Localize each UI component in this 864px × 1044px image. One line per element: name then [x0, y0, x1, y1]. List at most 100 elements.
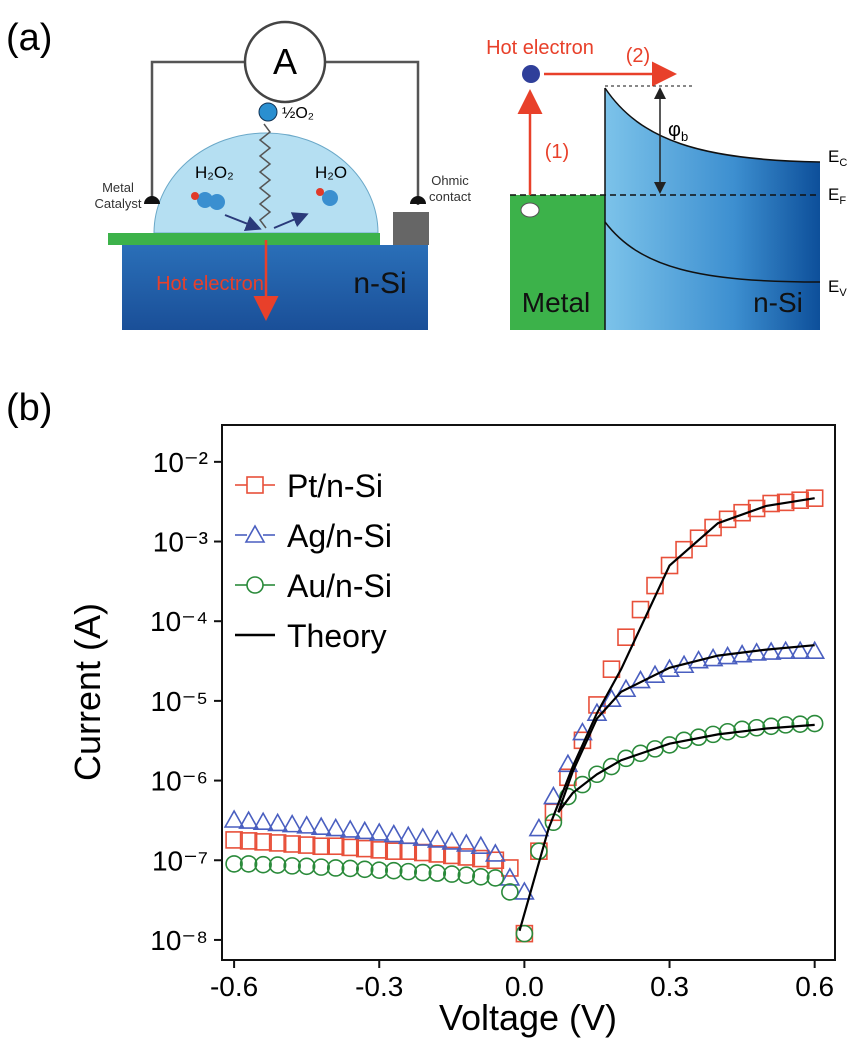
marker-square	[617, 628, 635, 646]
marker-circle	[472, 867, 490, 886]
ohmic-contact-label: contact	[429, 189, 471, 204]
y-tick-label: 10⁻⁵	[150, 686, 208, 717]
h2o2-label: H₂O₂	[195, 163, 234, 182]
level-symbol: E	[828, 277, 839, 296]
marker-square	[297, 836, 316, 854]
oxygen-molecule	[258, 102, 278, 122]
marker-square	[472, 849, 490, 868]
marker-circle	[457, 866, 476, 884]
legend-label: Theory	[287, 618, 387, 654]
level-label: EF	[828, 185, 846, 207]
barrier-subscript: b	[681, 129, 688, 144]
y-tick-label: 10⁻⁸	[150, 925, 208, 956]
y-tick-label: 10⁻⁶	[151, 766, 208, 797]
marker-triangle	[368, 822, 390, 841]
marker-circle	[384, 861, 403, 880]
marker-triangle	[470, 835, 492, 855]
molecule	[316, 188, 324, 196]
marker-square	[718, 510, 737, 529]
marker-circle	[573, 775, 592, 794]
marker-square	[355, 839, 374, 858]
step-label: (2)	[626, 45, 650, 67]
marker-triangle	[499, 867, 521, 886]
marker-triangle	[383, 823, 405, 843]
marker-square	[312, 837, 330, 856]
semiconductor-label: n-Si	[753, 287, 803, 318]
legend-label: Pt/n-Si	[287, 468, 383, 504]
marker-triangle	[644, 664, 666, 684]
marker-triangle	[804, 640, 826, 660]
y-tick-label: 10⁻²	[153, 447, 208, 478]
marker-triangle	[238, 810, 259, 829]
marker-triangle	[267, 812, 289, 832]
barrier-symbol: φ	[668, 119, 681, 141]
marker-triangle	[412, 827, 434, 846]
theory-line	[557, 723, 815, 813]
marker-triangle	[543, 785, 564, 805]
marker-triangle	[426, 829, 448, 848]
marker-square	[501, 859, 519, 877]
marker-circle	[225, 855, 243, 873]
marker-triangle	[557, 753, 579, 773]
contact	[144, 196, 160, 204]
marker-circle	[326, 859, 345, 877]
level-label: EV	[828, 277, 847, 299]
h2o-label: H₂O	[315, 163, 347, 182]
level-subscript: F	[839, 195, 846, 207]
molecule	[209, 194, 225, 210]
molecule	[191, 192, 199, 200]
x-tick-label: -0.3	[355, 971, 403, 1002]
cell-diagram: A ½O₂ H₂O₂ H₂O Metal Catalyst Ohmic cont…	[95, 20, 471, 330]
marker-triangle	[455, 833, 477, 852]
marker-circle	[428, 864, 447, 882]
marker-circle	[602, 757, 621, 776]
hot-electron-label: Hot electron	[156, 273, 264, 295]
reaction-path	[258, 123, 272, 229]
marker-circle	[776, 716, 795, 734]
plot-frame	[221, 424, 836, 961]
x-tick-label: -0.6	[210, 971, 258, 1002]
marker-circle	[733, 720, 751, 739]
legend-marker	[244, 524, 266, 543]
marker-square	[443, 846, 461, 865]
marker-circle	[413, 863, 432, 882]
marker-square	[370, 841, 389, 859]
theory-line	[557, 644, 815, 813]
marker-square	[660, 556, 679, 575]
metal-region	[510, 195, 605, 330]
marker-circle	[805, 714, 824, 733]
reactant-arrow	[224, 214, 262, 232]
molecule	[322, 190, 338, 206]
marker-triangle	[572, 721, 593, 741]
substrate-label: n-Si	[353, 267, 406, 300]
panel-label: (b)	[6, 387, 52, 429]
marker-triangle	[441, 831, 463, 850]
marker-square	[341, 838, 360, 857]
marker-circle	[341, 859, 360, 878]
barrier-label: φb	[668, 119, 688, 144]
marker-triangle	[310, 816, 332, 835]
marker-triangle	[354, 820, 376, 840]
marker-circle	[501, 883, 519, 901]
marker-square	[268, 834, 287, 852]
contact	[410, 196, 426, 204]
marker-triangle	[397, 825, 419, 845]
marker-circle	[283, 857, 301, 875]
marker-circle	[297, 857, 316, 876]
oxygen-label: ½O₂	[282, 105, 314, 122]
marker-square	[283, 835, 301, 853]
marker-square	[602, 660, 621, 678]
marker-circle	[268, 856, 287, 874]
marker-circle	[747, 718, 766, 737]
legend-marker	[246, 576, 264, 594]
y-tick-label: 10⁻⁷	[152, 845, 208, 876]
marker-square	[805, 489, 824, 507]
marker-circle	[312, 858, 330, 876]
product-arrow	[273, 212, 309, 229]
marker-triangle	[281, 813, 303, 833]
marker-triangle	[514, 881, 535, 900]
x-tick-label: 0.6	[795, 971, 834, 1002]
marker-triangle	[325, 817, 347, 837]
marker-triangle	[760, 641, 782, 660]
